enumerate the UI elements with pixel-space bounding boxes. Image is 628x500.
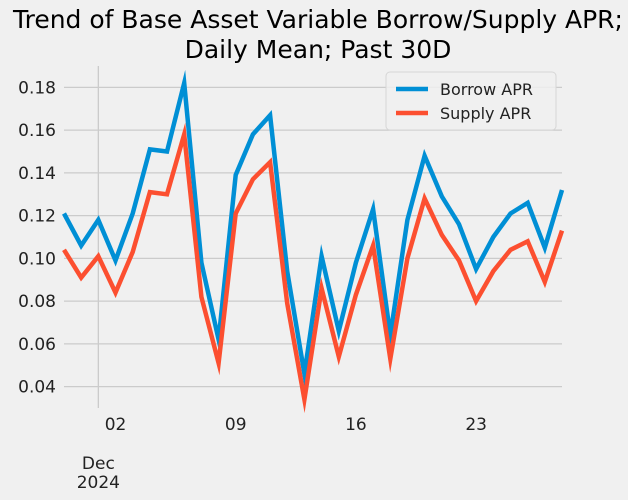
chart-title-line-1: Trend of Base Asset Variable Borrow/Supp… bbox=[12, 5, 623, 34]
x-month-label: Dec bbox=[82, 454, 115, 474]
x-year-label: 2024 bbox=[77, 473, 120, 493]
x-tick-label: 02 bbox=[105, 415, 127, 435]
legend-label: Supply APR bbox=[440, 104, 531, 123]
y-tick-label: 0.16 bbox=[18, 121, 56, 141]
y-tick-label: 0.12 bbox=[18, 207, 56, 227]
y-tick-label: 0.06 bbox=[18, 335, 56, 355]
grid bbox=[64, 66, 562, 408]
x-tick-label: 23 bbox=[465, 415, 487, 435]
y-tick-label: 0.18 bbox=[18, 78, 56, 98]
y-tick-label: 0.08 bbox=[18, 292, 56, 312]
x-tick-label: 09 bbox=[225, 415, 247, 435]
series-line-supply-apr bbox=[62, 122, 565, 414]
y-tick-label: 0.14 bbox=[18, 164, 56, 184]
plot-area bbox=[62, 69, 565, 414]
legend: Borrow APR Supply APR bbox=[385, 71, 557, 131]
legend-label: Borrow APR bbox=[440, 80, 533, 99]
y-tick-label: 0.04 bbox=[18, 378, 56, 398]
y-tick-label: 0.10 bbox=[18, 249, 56, 269]
chart-title-line-2: Daily Mean; Past 30D bbox=[185, 35, 452, 64]
series-line-borrow-apr bbox=[62, 69, 565, 389]
legend-box bbox=[385, 71, 557, 131]
axes: 0.04 0.06 0.08 0.10 0.12 0.14 0.16 0.18 02 09 16 23… bbox=[18, 78, 487, 493]
x-tick-label: 16 bbox=[345, 415, 367, 435]
